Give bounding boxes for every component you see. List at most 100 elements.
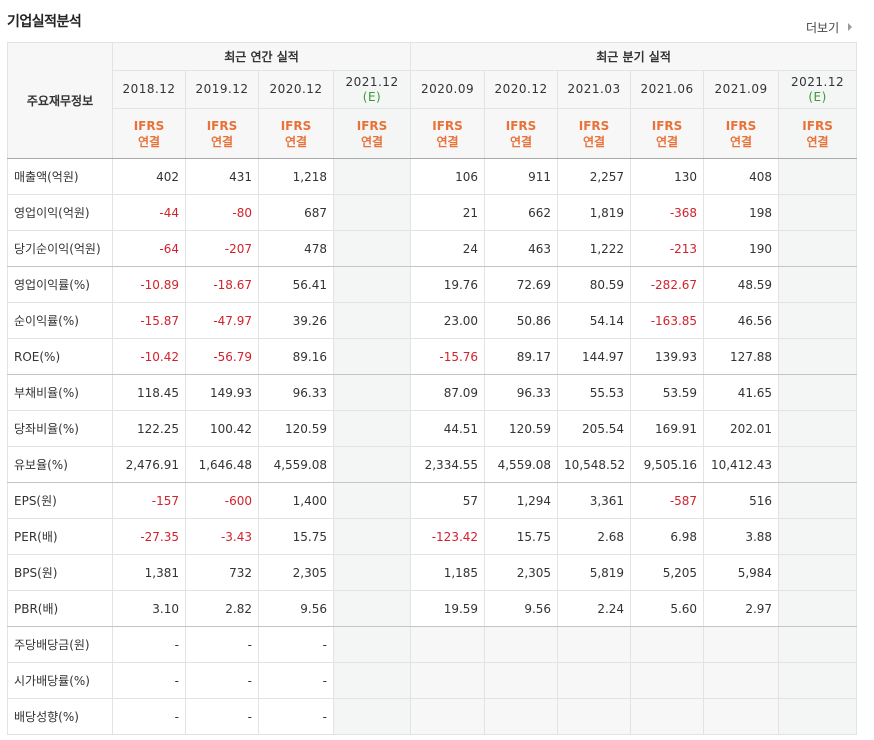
empty-cell	[778, 158, 858, 195]
data-row: BPS(원) 1,381 732 2,305 1,185 2,305 5,819 5,205 5…	[7, 554, 858, 591]
standard-header: IFRS 연결	[484, 108, 559, 159]
standard-header: IFRS 연결	[557, 108, 632, 159]
row-label: 주당배당금(원)	[7, 626, 113, 663]
value-cell: 4,559.08	[484, 446, 559, 483]
row-label: PBR(배)	[7, 590, 113, 627]
basis: 연결	[436, 134, 459, 149]
corner-header: 주요재무정보	[7, 42, 113, 159]
value-cell: 21	[410, 194, 486, 231]
value-cell: 5,984	[703, 554, 780, 591]
empty-cell	[484, 662, 559, 699]
value-cell: 139.93	[630, 338, 705, 375]
value-cell: -44	[112, 194, 186, 231]
empty-cell	[630, 662, 705, 699]
value-cell: 120.59	[258, 410, 334, 447]
value-cell: 3.10	[112, 590, 186, 627]
period: 2021.06	[640, 82, 694, 96]
empty-cell	[332, 590, 412, 627]
empty-cell	[557, 626, 632, 663]
empty-cell	[778, 698, 858, 735]
value-cell: 2,305	[258, 554, 334, 591]
value-cell: 1,222	[557, 230, 632, 267]
value-cell: 50.86	[484, 302, 559, 339]
value-cell: 5,205	[630, 554, 705, 591]
empty-cell	[484, 698, 559, 735]
standard-header: IFRS 연결	[258, 108, 334, 159]
value-cell: -123.42	[410, 518, 486, 555]
value-cell: 1,400	[258, 482, 334, 519]
value-cell: 130	[630, 158, 705, 195]
value-cell: 89.17	[484, 338, 559, 375]
value-cell: 96.33	[484, 374, 559, 411]
value-cell: -10.89	[112, 266, 186, 303]
value-cell: 19.59	[410, 590, 486, 627]
empty-cell	[332, 662, 412, 699]
empty-cell	[332, 266, 412, 303]
row-label: 영업이익(억원)	[7, 194, 113, 231]
data-row: 배당성향(%) - - -	[7, 698, 858, 735]
basis: 연결	[137, 134, 161, 149]
data-row: PER(배) -27.35 -3.43 15.75 -123.42 15.75 2.68 6.…	[7, 518, 858, 555]
value-cell: 9,505.16	[630, 446, 705, 483]
value-cell: -3.43	[185, 518, 259, 555]
value-cell: 10,412.43	[703, 446, 780, 483]
value-cell: 24	[410, 230, 486, 267]
group-row: 주요재무정보 최근 연간 실적 최근 분기 실적	[7, 42, 858, 159]
row-label: 영업이익률(%)	[7, 266, 113, 303]
empty-cell	[778, 194, 858, 231]
value-cell: 1,819	[557, 194, 632, 231]
value-cell: 2.68	[557, 518, 632, 555]
value-cell: 169.91	[630, 410, 705, 447]
basis: 연결	[510, 134, 533, 149]
value-cell: 1,218	[258, 158, 334, 195]
value-cell: 23.00	[410, 302, 486, 339]
value-cell: 3.88	[703, 518, 780, 555]
row-label: PER(배)	[7, 518, 113, 555]
data-row: 당좌비율(%) 122.25 100.42 120.59 44.51 120.59 205.…	[7, 410, 858, 447]
value-cell: -18.67	[185, 266, 259, 303]
value-cell: 190	[703, 230, 780, 267]
value-cell: 408	[703, 158, 780, 195]
value-cell: 198	[703, 194, 780, 231]
value-cell: 106	[410, 158, 486, 195]
empty-cell	[410, 698, 486, 735]
value-cell: 431	[185, 158, 259, 195]
row-label: ROE(%)	[7, 338, 113, 375]
empty-cell	[778, 590, 858, 627]
standard: IFRS	[578, 118, 610, 133]
period: 2021.12	[791, 74, 845, 89]
standard: IFRS	[133, 118, 165, 133]
more-link[interactable]: 더보기	[806, 21, 840, 35]
row-label: EPS(원)	[7, 482, 113, 519]
row-label: 당좌비율(%)	[7, 410, 113, 447]
data-row: 주당배당금(원) - - -	[7, 626, 858, 663]
standard: IFRS	[651, 118, 683, 133]
empty-cell	[332, 482, 412, 519]
value-cell: -282.67	[630, 266, 705, 303]
standard-header: IFRS 연결	[410, 108, 486, 159]
value-cell: 57	[410, 482, 486, 519]
period-row: 2018.12 2019.12 2020.12 2021.12 (E) 2020.09 20…	[8, 70, 858, 109]
empty-cell	[332, 554, 412, 591]
empty-cell	[332, 518, 412, 555]
value-cell: 144.97	[557, 338, 632, 375]
value-cell: -213	[630, 230, 705, 267]
value-cell: 9.56	[484, 590, 559, 627]
row-label: 매출액(억원)	[7, 158, 113, 195]
empty-cell	[778, 410, 858, 447]
value-cell: 2.82	[185, 590, 259, 627]
value-cell: 2,305	[484, 554, 559, 591]
value-cell: 120.59	[484, 410, 559, 447]
value-cell: 149.93	[185, 374, 259, 411]
value-cell: 516	[703, 482, 780, 519]
value-cell: 9.56	[258, 590, 334, 627]
period-header: 2021.12 (E)	[332, 70, 412, 109]
value-cell: -163.85	[630, 302, 705, 339]
empty-cell	[332, 302, 412, 339]
value-cell: 2,476.91	[112, 446, 186, 483]
basis: 연결	[360, 134, 384, 149]
basis: 연결	[284, 134, 308, 149]
empty-cell	[332, 230, 412, 267]
value-cell: 96.33	[258, 374, 334, 411]
